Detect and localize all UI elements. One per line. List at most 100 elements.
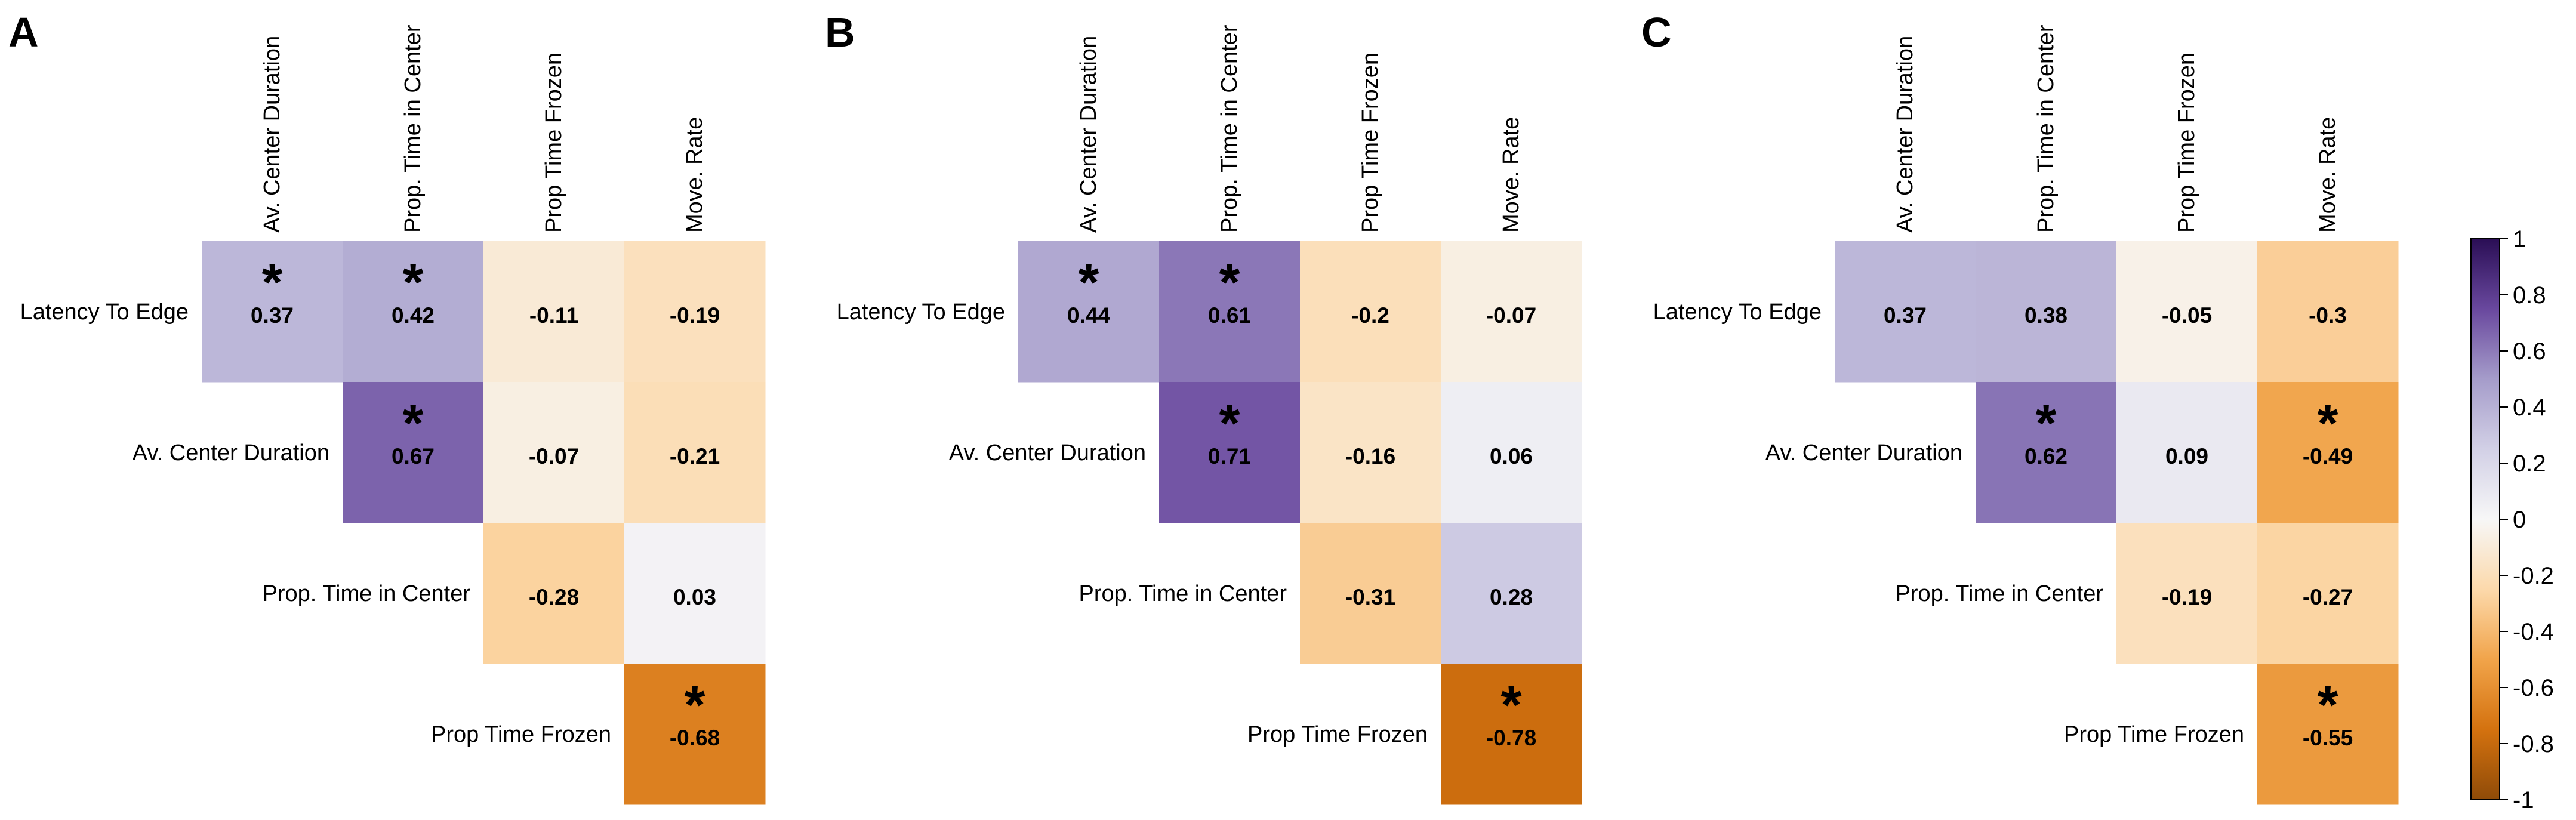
heatmap-cell (1018, 241, 1160, 383)
heatmap-cell (1300, 382, 1441, 523)
colorbar-tick-label: -0.2 (2513, 563, 2554, 589)
row-label: Prop. Time in Center (1079, 581, 1287, 606)
column-label: Av. Center Duration (1893, 36, 1918, 233)
significance-marker: * (1078, 253, 1099, 313)
heatmap-cell (1441, 664, 1582, 805)
colorbar-tick-label: -1 (2513, 787, 2534, 813)
cell-value-label: 0.44 (1067, 303, 1110, 328)
significance-marker: * (1500, 676, 1521, 735)
heatmap-cell (1976, 241, 2117, 383)
cell-value-label: 0.37 (251, 303, 294, 328)
heatmap-cell (1441, 241, 1582, 383)
row-label: Prop Time Frozen (1247, 722, 1428, 747)
heatmap-cell (624, 241, 766, 383)
column-label: Av. Center Duration (1076, 36, 1101, 233)
significance-marker: * (684, 676, 705, 735)
colorbar-tick-label: -0.4 (2513, 619, 2554, 645)
cell-value-label: -0.11 (529, 303, 578, 328)
cell-value-label: -0.16 (1345, 444, 1395, 468)
cell-value-label: -0.19 (2162, 585, 2212, 609)
column-label: Prop Time Frozen (541, 53, 566, 233)
heatmap-cell (483, 382, 625, 523)
cell-value-label: 0.38 (2025, 303, 2067, 328)
column-label: Av. Center Duration (260, 36, 285, 233)
row-label: Av. Center Duration (949, 440, 1146, 466)
column-label: Move. Rate (682, 117, 707, 233)
column-label: Prop Time Frozen (1358, 53, 1383, 233)
colorbar-tick-label: 0.6 (2513, 338, 2546, 365)
heatmap-cell (343, 241, 484, 383)
heatmap-cell (2257, 664, 2399, 805)
significance-marker: * (1219, 394, 1240, 454)
colorbar-tick-label: -0.8 (2513, 731, 2554, 757)
heatmap-cell (483, 241, 625, 383)
column-label: Prop Time Frozen (2174, 53, 2199, 233)
row-label: Latency To Edge (837, 300, 1005, 325)
heatmap-cell (624, 382, 766, 523)
cell-value-label: -0.19 (670, 303, 720, 328)
colorbar-tick-label: 0.2 (2513, 451, 2546, 477)
row-label: Prop Time Frozen (431, 722, 611, 747)
cell-value-label: -0.68 (670, 726, 720, 750)
significance-marker: * (2317, 676, 2338, 735)
significance-marker: * (261, 253, 282, 313)
heatmap-cell (202, 241, 343, 383)
cell-value-label: 0.37 (1884, 303, 1927, 328)
cell-value-label: 0.09 (2165, 444, 2208, 468)
heatmap-cell (1441, 382, 1582, 523)
cell-value-label: -0.2 (1351, 303, 1389, 328)
colorbar-tick-label: 0 (2513, 507, 2526, 533)
row-label: Prop. Time in Center (263, 581, 471, 606)
row-label: Latency To Edge (20, 300, 189, 325)
heatmap-cell (1300, 241, 1441, 383)
cell-value-label: 0.67 (392, 444, 435, 468)
significance-marker: * (1219, 253, 1240, 313)
cell-value-label: -0.07 (529, 444, 579, 468)
panel-a: A Av. Center Duration Prop. Time in Center… (8, 9, 766, 805)
row-label: Prop Time Frozen (2064, 722, 2244, 747)
column-label: Prop. Time in Center (1217, 24, 1242, 233)
heatmap-cell (624, 523, 766, 664)
heatmap-cell (1159, 241, 1301, 383)
significance-marker: * (2317, 394, 2338, 454)
cell-value-label: -0.28 (529, 585, 579, 609)
cell-value-label: 0.71 (1208, 444, 1251, 468)
heatmap-cell (2116, 241, 2258, 383)
heatmap-cell (2257, 241, 2399, 383)
colorbar-tick-label: 0.4 (2513, 394, 2546, 421)
colorbar-gradient (2470, 238, 2500, 800)
cell-value-label: -0.05 (2162, 303, 2212, 328)
cell-value-label: -0.55 (2303, 726, 2353, 750)
cell-value-label: 0.28 (1490, 585, 1533, 609)
heatmap-cell (1835, 241, 1976, 383)
heatmap-cell (2257, 523, 2399, 664)
cell-value-label: -0.49 (2303, 444, 2353, 468)
colorbar-tick-label: 0.8 (2513, 282, 2546, 309)
panel-b: B Av. Center Duration Prop. Time in Center… (825, 9, 1582, 805)
cell-value-label: -0.07 (1486, 303, 1536, 328)
heatmap-cell (1159, 382, 1301, 523)
row-label: Av. Center Duration (133, 440, 329, 466)
heatmap-cell (624, 664, 766, 805)
heatmap-cell (343, 382, 484, 523)
row-label: Prop. Time in Center (1896, 581, 2104, 606)
panel-label: C (1641, 9, 1672, 56)
panel-label: A (8, 9, 39, 56)
heatmap-cell (2116, 523, 2258, 664)
cell-value-label: 0.42 (392, 303, 435, 328)
cell-value-label: -0.31 (1345, 585, 1395, 609)
colorbar-tick-label: 1 (2513, 226, 2526, 252)
significance-marker: * (402, 394, 423, 454)
heatmap-cell (483, 523, 625, 664)
cell-value-label: 0.61 (1208, 303, 1251, 328)
panel-label: B (825, 9, 855, 56)
column-label: Move. Rate (1499, 117, 1524, 233)
cell-value-label: 0.62 (2025, 444, 2067, 468)
heatmap-cell (1441, 523, 1582, 664)
heatmap-cell (1300, 523, 1441, 664)
cell-value-label: -0.78 (1486, 726, 1536, 750)
column-label: Prop. Time in Center (400, 24, 426, 233)
column-label: Prop. Time in Center (2033, 24, 2059, 233)
cell-value-label: 0.06 (1490, 444, 1533, 468)
